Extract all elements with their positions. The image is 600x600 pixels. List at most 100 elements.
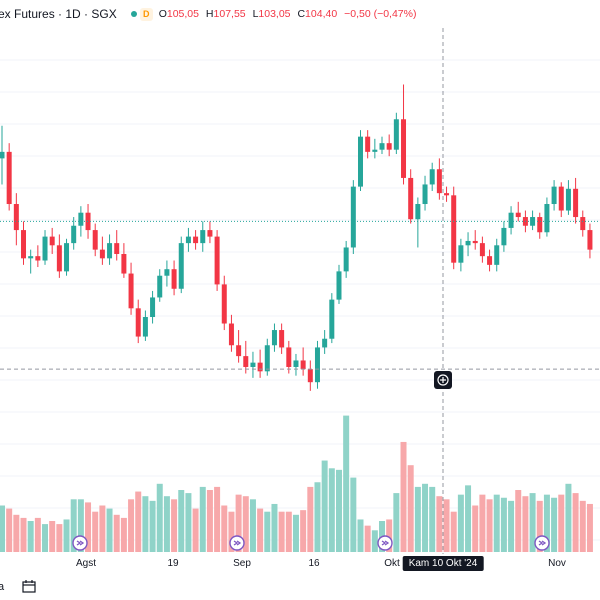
candle	[21, 221, 27, 265]
candle-body	[501, 227, 507, 246]
candle	[150, 290, 156, 324]
volume-bar	[400, 441, 407, 552]
volume-bar	[529, 493, 536, 552]
volume-bar	[486, 499, 493, 552]
candle-body	[35, 256, 41, 261]
candle-body	[365, 136, 371, 152]
close-value: 104,40	[305, 8, 338, 20]
candle	[71, 217, 77, 250]
candle	[537, 212, 543, 239]
crosshair-date-label: Kam 10 Okt '24	[402, 556, 484, 571]
candle-body	[587, 230, 593, 250]
volume-bar	[0, 505, 5, 552]
candle	[236, 330, 242, 363]
candle-body	[6, 151, 12, 205]
candle-body	[479, 243, 485, 257]
candle	[386, 134, 392, 157]
volume-bar	[242, 496, 249, 552]
candle	[314, 340, 320, 389]
candle	[580, 210, 586, 237]
calendar-icon[interactable]	[22, 580, 36, 593]
volume-bar	[357, 519, 364, 552]
volume-bar	[278, 511, 285, 552]
candle-body	[580, 217, 586, 231]
volume-bar	[314, 482, 321, 552]
delayed-badge[interactable]: D	[139, 7, 153, 21]
candle	[200, 221, 206, 252]
candle	[487, 249, 493, 272]
volume-bar	[185, 493, 192, 552]
open-value: 105,05	[166, 8, 199, 20]
candle-body	[42, 236, 48, 261]
candle-body	[221, 284, 227, 324]
price-chart[interactable]	[0, 0, 600, 554]
candle	[13, 193, 19, 246]
candle	[264, 338, 270, 376]
candle	[422, 175, 428, 211]
volume-bar	[335, 469, 342, 552]
volume-bar	[221, 505, 228, 552]
candle-body	[0, 151, 5, 159]
candle-body	[257, 362, 263, 372]
candle-body	[386, 143, 392, 150]
candle	[501, 221, 507, 252]
candle-body	[436, 169, 442, 194]
candle	[121, 243, 127, 278]
volume-bar	[56, 524, 63, 552]
dividend-event-icon[interactable]	[377, 535, 393, 551]
symbol-title[interactable]: ex Futures · 1D · SGX	[0, 7, 117, 21]
candle-body	[415, 204, 421, 220]
volume-bar	[249, 499, 256, 552]
candle	[350, 180, 356, 254]
volume-bar	[20, 517, 27, 552]
candle-body	[28, 256, 34, 259]
volume-bar	[328, 468, 335, 552]
volume-bar	[508, 500, 515, 552]
candle-body	[164, 269, 170, 276]
time-tick: Agst	[75, 558, 97, 569]
volume-bar	[257, 508, 264, 552]
candle-body	[128, 273, 134, 309]
high-label: H	[205, 8, 214, 20]
candle	[28, 249, 34, 274]
candle-body	[178, 243, 184, 289]
candle-body	[322, 338, 328, 348]
volume-bar	[371, 530, 378, 552]
volume-bar	[543, 494, 550, 552]
candle-body	[71, 225, 77, 244]
volume-bar	[85, 502, 92, 552]
candle	[78, 206, 84, 237]
time-tick: 16	[308, 558, 320, 569]
candle-body	[214, 236, 220, 285]
candle-body	[279, 330, 285, 348]
dividend-event-icon[interactable]	[72, 535, 88, 551]
candle	[42, 230, 48, 265]
time-axis[interactable]: Agst 19 Sep 16 Okt Nov	[0, 554, 600, 574]
close-label: C	[297, 8, 306, 20]
volume-bar	[536, 500, 543, 552]
volume-bar	[192, 508, 199, 552]
low-value: 103,05	[258, 8, 291, 20]
candle-body	[544, 204, 550, 233]
candle	[436, 158, 442, 200]
candle	[92, 223, 98, 257]
candle	[458, 238, 464, 272]
volume-bar	[206, 490, 213, 552]
volume-bar	[500, 497, 507, 552]
volume-bar	[579, 500, 586, 552]
volume-bar	[350, 477, 357, 552]
crosshair-plus-button[interactable]	[434, 371, 452, 389]
candle	[573, 177, 579, 224]
dividend-event-icon[interactable]	[229, 535, 245, 551]
range-button[interactable]: a	[0, 581, 5, 593]
volume-bar	[429, 486, 436, 552]
candle	[250, 351, 256, 378]
candle-body	[343, 247, 349, 272]
dividend-event-icon[interactable]	[534, 535, 550, 551]
candle-body	[429, 169, 435, 185]
volume-bar	[214, 486, 221, 552]
volume-bar	[414, 486, 421, 552]
candle-body	[558, 186, 564, 211]
candle	[544, 197, 550, 237]
candle-body	[465, 240, 471, 246]
